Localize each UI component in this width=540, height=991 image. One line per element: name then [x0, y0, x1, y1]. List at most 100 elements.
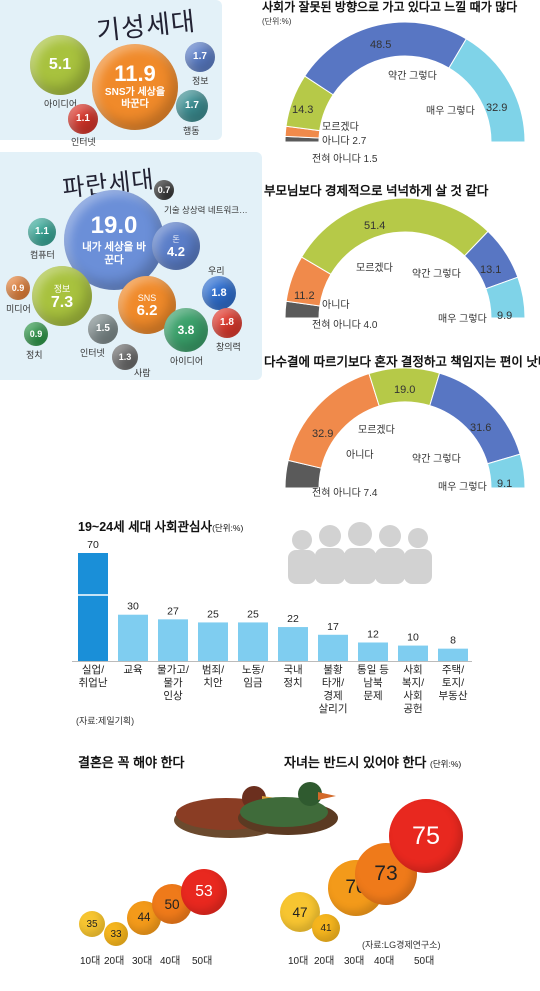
blue-label-top: 기술 상상력 네트워크…: [164, 205, 248, 215]
gauge3-l3: 모르겠다: [358, 425, 395, 436]
bar-chart: 70 30 27 25 25 22 17 12 10 8: [72, 539, 472, 662]
gauge1-chart: [284, 22, 526, 143]
children-source: (자료:LG경제연구소): [362, 940, 441, 950]
marriage-chart: 35 33 44 50 53: [70, 848, 250, 948]
gauge2-v5: 9.9: [497, 310, 513, 322]
older-bubble-internet: 1.1: [68, 104, 98, 134]
older-bubble-info: 1.7: [185, 42, 215, 72]
gauge2-l3: 모르겠다: [356, 263, 393, 274]
bar-value-label: 12: [367, 628, 379, 640]
bar-3: [158, 619, 188, 661]
bar-category-label: 국내 정치: [283, 664, 303, 689]
blue-bubble-idea: 3.8: [164, 308, 208, 352]
age-label: 30대: [344, 956, 365, 967]
bar-category-label: 주택/ 토지/ 부동산: [438, 664, 468, 702]
gauge2-v3: 51.4: [364, 220, 386, 232]
people-silhouette-icon: [288, 522, 432, 584]
bar-9: [398, 645, 428, 661]
older-bubble-idea: 5.1: [30, 35, 90, 95]
older-bubble-action: 1.7: [176, 90, 208, 122]
gauge1-l1: 전혀 아니다 1.5: [312, 154, 378, 165]
gauge2-l1: 전혀 아니다 4.0: [312, 320, 378, 331]
age-label: 10대: [288, 956, 309, 967]
blue-bubble-money: 돈 4.2: [152, 222, 200, 270]
bar-value-label: 10: [407, 632, 419, 644]
gauge3-l2: 아니다: [346, 450, 374, 461]
gauge1-unit: (단위:%): [262, 17, 292, 26]
age-label: 50대: [192, 956, 213, 967]
bar-category-label: 불황 타개/ 경제 살리기: [318, 664, 348, 715]
age-label: 20대: [314, 956, 335, 967]
children-ages: 10대 20대 30대 40대 50대: [276, 952, 476, 967]
gauge2-chart: [284, 198, 526, 319]
gauge2-l4: 약간 그렇다: [412, 269, 461, 280]
gauge2-title: 부모님보다 경제적으로 넉넉하게 살 것 같다: [264, 184, 489, 198]
gauge2-segment-3: [300, 198, 489, 275]
bar-value-label: 25: [207, 608, 219, 620]
blue-bubble-creativity: 1.8: [212, 308, 242, 338]
bar-10: [438, 648, 468, 661]
bar-value-label: 25: [247, 608, 259, 620]
marriage-ages: 10대 20대 30대 40대 50대: [70, 952, 250, 967]
bar-value-label: 27: [167, 605, 179, 617]
gauge1-v5: 32.9: [486, 102, 508, 114]
gauge2-v4: 13.1: [480, 264, 502, 276]
dot-50대: 75: [389, 799, 463, 873]
gauge3-v3: 19.0: [394, 384, 416, 396]
bar-chart-source: (자료:제일기획): [76, 716, 135, 726]
dot-20대: 33: [104, 922, 128, 946]
blue-bubble-politics: 0.9: [24, 322, 48, 346]
bar-5: [238, 622, 268, 661]
gauge3-l5: 매우 그렇다: [438, 482, 487, 493]
gauge2-segment-5: [485, 276, 526, 319]
gauge1-segment-5: [448, 38, 526, 143]
gauge3-l1: 전혀 아니다 7.4: [312, 488, 378, 499]
gauge1-l3: 모르겠다: [322, 122, 359, 133]
children-title: 자녀는 반드시 있어야 한다 (단위:%): [284, 755, 462, 770]
dot-20대: 41: [312, 914, 340, 942]
blue-bubble-we: 1.8: [202, 276, 236, 310]
dot-10대: 35: [79, 911, 105, 937]
bar-category-label: 교육: [123, 664, 143, 676]
bar-8: [358, 642, 388, 661]
age-label: 30대: [132, 956, 153, 967]
gauge1-l5: 매우 그렇다: [426, 106, 475, 117]
blue-label-politics: 정치: [26, 350, 43, 360]
older-label-info: 정보: [192, 76, 209, 86]
bar-value-label: 17: [327, 621, 339, 633]
bar-category-label: 통일 등 남북 문제: [357, 664, 389, 702]
bar-value-label: 22: [287, 613, 299, 625]
gauge1-v4: 48.5: [370, 39, 392, 51]
bar-1: [78, 553, 108, 661]
bar-7: [318, 634, 348, 661]
bar-2: [118, 614, 148, 661]
bar-category-label: 실업/ 취업난: [78, 664, 108, 689]
age-label: 40대: [160, 956, 181, 967]
age-label: 20대: [104, 956, 125, 967]
bar-4: [198, 622, 228, 661]
dot-50대: 53: [181, 869, 227, 915]
older-label-action: 행동: [183, 126, 200, 136]
mandarin-ducks-icon: [174, 782, 338, 838]
blue-bubble-people: 1.3: [112, 344, 138, 370]
blue-bubble-media: 0.9: [6, 276, 30, 300]
bar-category-label: 사회 복지/ 사회 공헌: [401, 664, 425, 715]
older-label-internet: 인터넷: [71, 137, 96, 147]
age-label: 40대: [374, 956, 395, 967]
gauge3-v4: 31.6: [470, 422, 492, 434]
marriage-title: 결혼은 꼭 해야 한다: [78, 755, 185, 770]
gauge3-v5: 9.1: [497, 478, 513, 490]
bar-category-label: 범죄/ 치안: [201, 664, 225, 689]
gauge3-title: 다수결에 따르기보다 혼자 결정하고 책임지는 편이 낫다: [264, 355, 540, 369]
bar-value-label: 30: [127, 601, 139, 613]
blue-bubble-internet: 1.5: [88, 314, 118, 344]
blue-label-internet: 인터넷: [80, 348, 105, 358]
children-chart: 47 41 70 73 75: [276, 790, 476, 950]
gauge3-l4: 약간 그렇다: [412, 454, 461, 465]
bar-category-label: 노동/ 임금: [241, 664, 265, 689]
bar-chart-categories: 실업/ 취업난 교육 물가고/ 물가 인상 범죄/ 치안 노동/ 임금 국내 정치 불황 타…: [72, 664, 472, 724]
bar-6: [278, 627, 308, 661]
blue-bubble-top: 0.7: [154, 180, 174, 200]
blue-label-we: 우리: [208, 266, 225, 276]
gauge2-v2: 11.2: [294, 290, 315, 302]
